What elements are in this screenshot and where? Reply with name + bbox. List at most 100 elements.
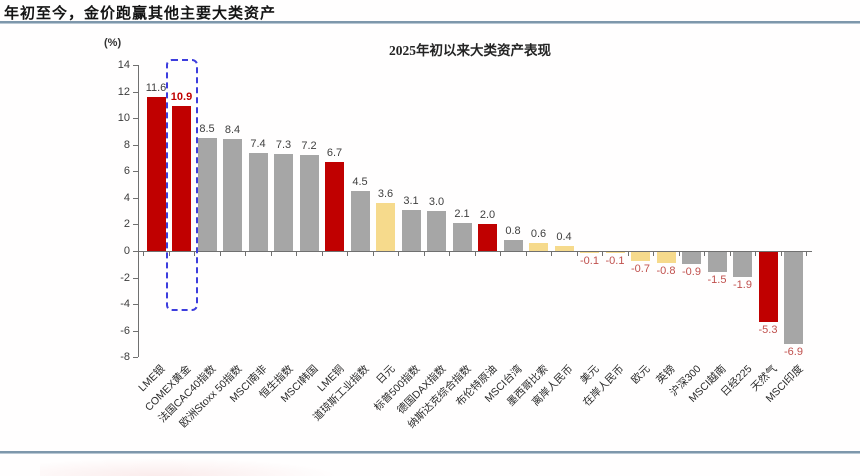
bar-value-label: 3.1	[403, 194, 419, 207]
y-unit-label: (%)	[104, 37, 122, 49]
x-tick	[780, 252, 782, 256]
y-axis-line	[138, 64, 139, 358]
x-tick	[653, 252, 655, 256]
bar-MSCI南非	[248, 152, 268, 251]
y-tick	[133, 224, 138, 226]
bar-value-label: 0.8	[505, 225, 521, 238]
highlight-dashed-box	[165, 59, 198, 311]
y-tick	[133, 304, 138, 306]
x-tick	[245, 252, 247, 256]
y-tick	[133, 91, 138, 93]
x-tick	[143, 252, 145, 256]
bar-value-label: 8.5	[199, 123, 215, 136]
x-tick	[219, 252, 221, 256]
watermark-smudge	[40, 458, 340, 476]
bar-沪深300	[682, 252, 701, 264]
y-tick-label: 12	[117, 85, 130, 98]
x-tick	[347, 252, 349, 256]
y-tick-label: 2	[123, 218, 130, 231]
figure-heading: 年初至今，金价跑赢其他主要大类资产	[4, 6, 277, 22]
bar-value-label: 11.6	[145, 81, 167, 94]
bar-纳斯达克综合指数	[452, 223, 472, 251]
y-tick	[133, 118, 138, 120]
bar-value-label: -0.1	[605, 255, 625, 268]
x-tick	[270, 252, 272, 256]
bottom-rule	[0, 451, 860, 453]
y-tick-label: 0	[123, 245, 130, 257]
x-axis-line	[138, 251, 813, 252]
bar-value-label: -5.3	[758, 324, 778, 337]
x-tick	[576, 252, 578, 256]
x-tick	[423, 252, 425, 256]
x-tick	[729, 252, 731, 256]
bar-MSCI台湾	[503, 240, 523, 251]
bar-value-label: -0.7	[631, 263, 650, 276]
bar-标普500指数	[401, 209, 421, 251]
bar-欧元	[631, 252, 650, 262]
x-tick	[168, 252, 170, 256]
y-tick-label: 6	[123, 165, 130, 178]
bar-value-label: -0.1	[580, 255, 599, 268]
x-tick	[806, 252, 808, 256]
x-tick	[627, 252, 629, 256]
bar-英镑	[656, 252, 676, 263]
y-tick-label: -8	[120, 351, 130, 364]
bar-value-label: 2.0	[479, 209, 496, 222]
bar-墨西哥比索	[529, 243, 548, 251]
y-tick-label: -6	[120, 324, 130, 337]
y-tick	[133, 144, 138, 146]
bar-value-label: 0.4	[556, 230, 572, 243]
bar-value-label: -0.8	[656, 264, 676, 277]
y-tick	[133, 197, 138, 199]
bar-LME铜	[325, 161, 344, 251]
x-tick	[704, 252, 706, 256]
bar-布伦特原油	[478, 224, 497, 251]
bar-value-label: 8.4	[224, 124, 241, 137]
bar-在岸人民币	[605, 252, 625, 254]
bar-value-label: -6.9	[784, 345, 803, 358]
bar-value-label: 7.2	[301, 140, 317, 153]
y-tick	[133, 251, 138, 252]
bar-MSCI印度	[784, 252, 803, 344]
x-tick	[449, 252, 451, 256]
bar-value-label: 7.4	[250, 137, 266, 150]
bar-道琼斯工业指数	[350, 191, 370, 251]
x-tick	[372, 252, 374, 256]
bar-MSCI韩国	[299, 155, 319, 251]
y-tick	[133, 64, 138, 66]
bar-value-label: 2.1	[454, 208, 470, 221]
y-tick	[133, 330, 138, 332]
x-tick	[194, 252, 196, 256]
bar-欧洲Stoxx 50指数	[223, 139, 242, 251]
y-tick-label: 4	[123, 191, 130, 204]
y-tick	[133, 357, 138, 359]
bar-日元	[376, 203, 395, 251]
y-tick-label: -4	[120, 298, 130, 311]
bar-恒生指数	[274, 153, 293, 251]
x-tick	[678, 252, 680, 256]
y-tick	[133, 277, 138, 279]
bar-MSCI越南	[707, 252, 727, 272]
bar-德国DAX指数	[427, 211, 446, 251]
bar-法国CAC40指数	[197, 138, 217, 251]
bar-value-label: 7.3	[275, 138, 292, 151]
y-tick-label: 10	[117, 112, 130, 125]
bar-LME银	[146, 96, 166, 251]
bar-value-label: 0.6	[530, 228, 547, 241]
y-tick-label: 8	[123, 138, 130, 151]
bar-离岸人民币	[554, 245, 574, 251]
x-tick	[500, 252, 502, 256]
bar-美元	[580, 252, 599, 254]
x-tick	[398, 252, 400, 256]
x-tick	[321, 252, 323, 256]
bar-value-label: -1.5	[707, 273, 727, 286]
x-tick	[602, 252, 604, 256]
chart-title: 2025年初以来大类资产表现	[389, 43, 551, 58]
bar-天然气	[758, 252, 778, 323]
bar-value-label: 6.7	[326, 146, 343, 159]
y-tick-label: 14	[117, 58, 130, 71]
x-tick	[525, 252, 527, 256]
x-tick	[551, 252, 553, 256]
bar-value-label: 3.0	[428, 196, 445, 209]
bar-value-label: 3.6	[377, 188, 394, 201]
